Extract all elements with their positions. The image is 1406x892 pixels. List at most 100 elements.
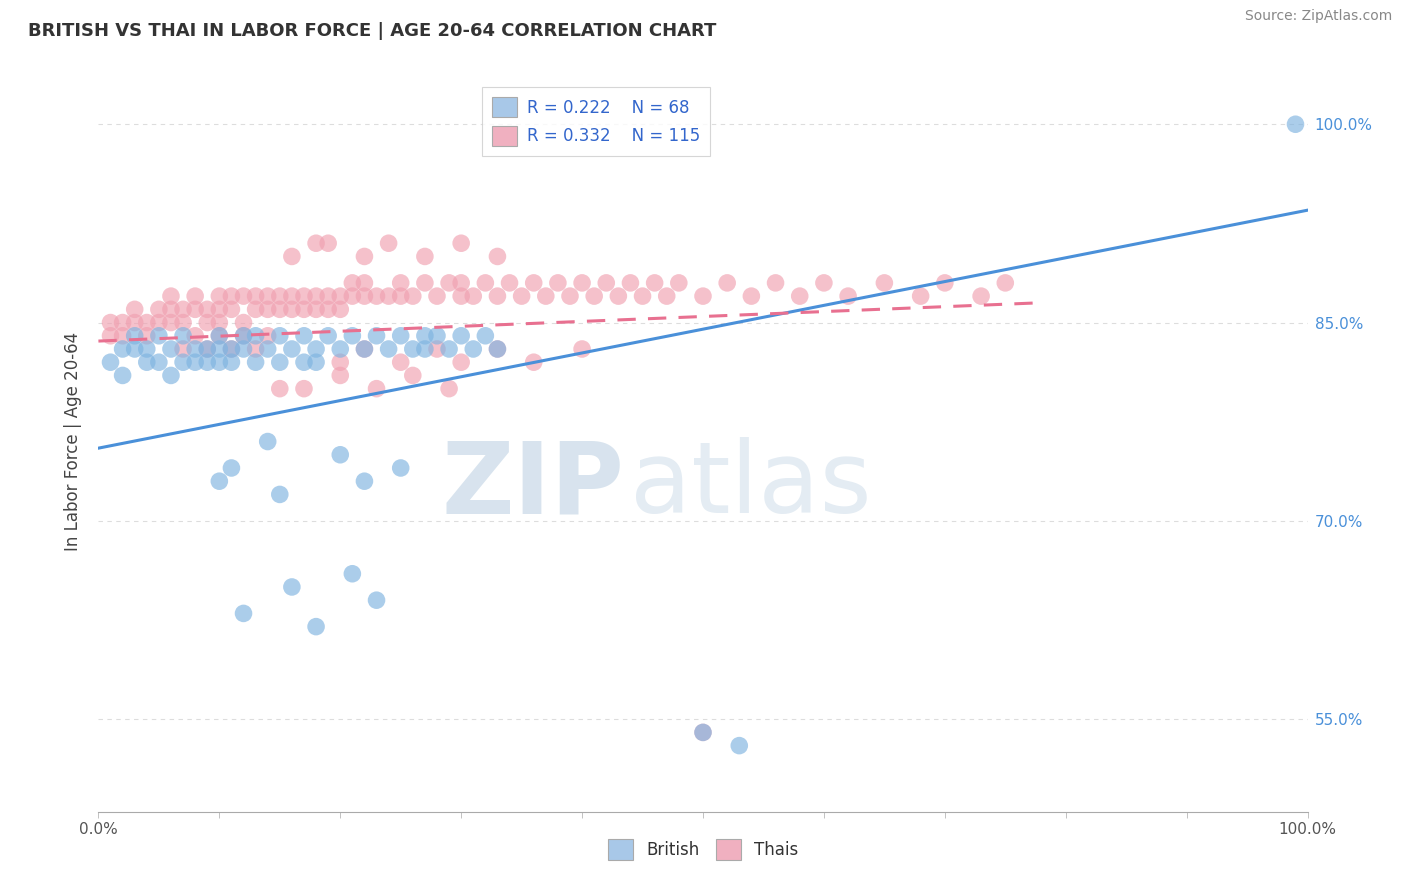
Point (160, 342, 183, 356)
Point (184, 355, 207, 369)
Point (316, 289, 339, 303)
Point (208, 474, 231, 488)
Point (329, 368, 352, 383)
Point (292, 289, 315, 303)
Point (184, 328, 207, 343)
Point (437, 342, 460, 356)
Point (402, 289, 425, 303)
Point (366, 328, 388, 343)
Point (413, 250, 436, 264)
Point (111, 316, 134, 330)
Point (437, 382, 460, 396)
Point (221, 355, 243, 369)
Point (389, 276, 412, 290)
Point (934, 276, 956, 290)
Point (583, 289, 606, 303)
Point (353, 342, 375, 356)
Point (789, 289, 811, 303)
Point (148, 328, 170, 343)
Point (172, 342, 194, 356)
Point (970, 289, 993, 303)
Point (534, 289, 557, 303)
Point (256, 302, 278, 317)
Point (426, 342, 449, 356)
Point (668, 276, 690, 290)
Point (148, 302, 170, 317)
Point (232, 342, 254, 356)
Point (474, 328, 496, 343)
Point (316, 302, 339, 317)
Point (366, 382, 388, 396)
Point (498, 276, 520, 290)
Text: ZIP: ZIP (441, 437, 624, 534)
Point (135, 342, 157, 356)
Point (547, 276, 569, 290)
Point (160, 289, 183, 303)
Point (221, 342, 243, 356)
Legend: British, Thais: British, Thais (600, 832, 806, 866)
Point (571, 276, 593, 290)
Point (413, 342, 436, 356)
Point (256, 342, 278, 356)
Text: Source: ZipAtlas.com: Source: ZipAtlas.com (1244, 9, 1392, 23)
Point (366, 289, 388, 303)
Point (195, 342, 218, 356)
Point (607, 289, 630, 303)
Point (256, 328, 278, 343)
Point (437, 276, 460, 290)
Point (353, 342, 375, 356)
Point (208, 289, 231, 303)
Point (402, 368, 425, 383)
Point (111, 342, 134, 356)
Point (269, 487, 291, 501)
Point (619, 276, 641, 290)
Point (208, 328, 231, 343)
Point (269, 289, 291, 303)
Point (740, 289, 762, 303)
Point (232, 328, 254, 343)
Point (135, 355, 157, 369)
Point (450, 289, 472, 303)
Point (873, 276, 896, 290)
Point (655, 289, 678, 303)
Point (329, 448, 352, 462)
Point (329, 355, 352, 369)
Point (450, 328, 472, 343)
Point (232, 289, 254, 303)
Point (195, 302, 218, 317)
Point (813, 276, 835, 290)
Point (765, 276, 787, 290)
Point (160, 316, 183, 330)
Point (195, 355, 218, 369)
Point (353, 474, 375, 488)
Y-axis label: In Labor Force | Age 20-64: In Labor Force | Age 20-64 (65, 332, 83, 551)
Point (692, 725, 714, 739)
Point (692, 725, 714, 739)
Point (124, 316, 146, 330)
Point (353, 276, 375, 290)
Point (245, 289, 267, 303)
Point (329, 289, 352, 303)
Point (281, 302, 304, 317)
Point (245, 328, 267, 343)
Point (208, 342, 231, 356)
Point (692, 289, 714, 303)
Point (269, 382, 291, 396)
Point (172, 316, 194, 330)
Point (342, 276, 364, 290)
Point (100, 328, 122, 343)
Point (221, 461, 243, 475)
Point (184, 302, 207, 317)
Point (256, 434, 278, 449)
Point (172, 328, 194, 343)
Point (111, 328, 134, 343)
Point (292, 302, 315, 317)
Point (377, 342, 399, 356)
Point (160, 302, 183, 317)
Point (269, 355, 291, 369)
Point (221, 289, 243, 303)
Point (148, 355, 170, 369)
Point (377, 236, 399, 251)
Point (208, 316, 231, 330)
Point (595, 276, 617, 290)
